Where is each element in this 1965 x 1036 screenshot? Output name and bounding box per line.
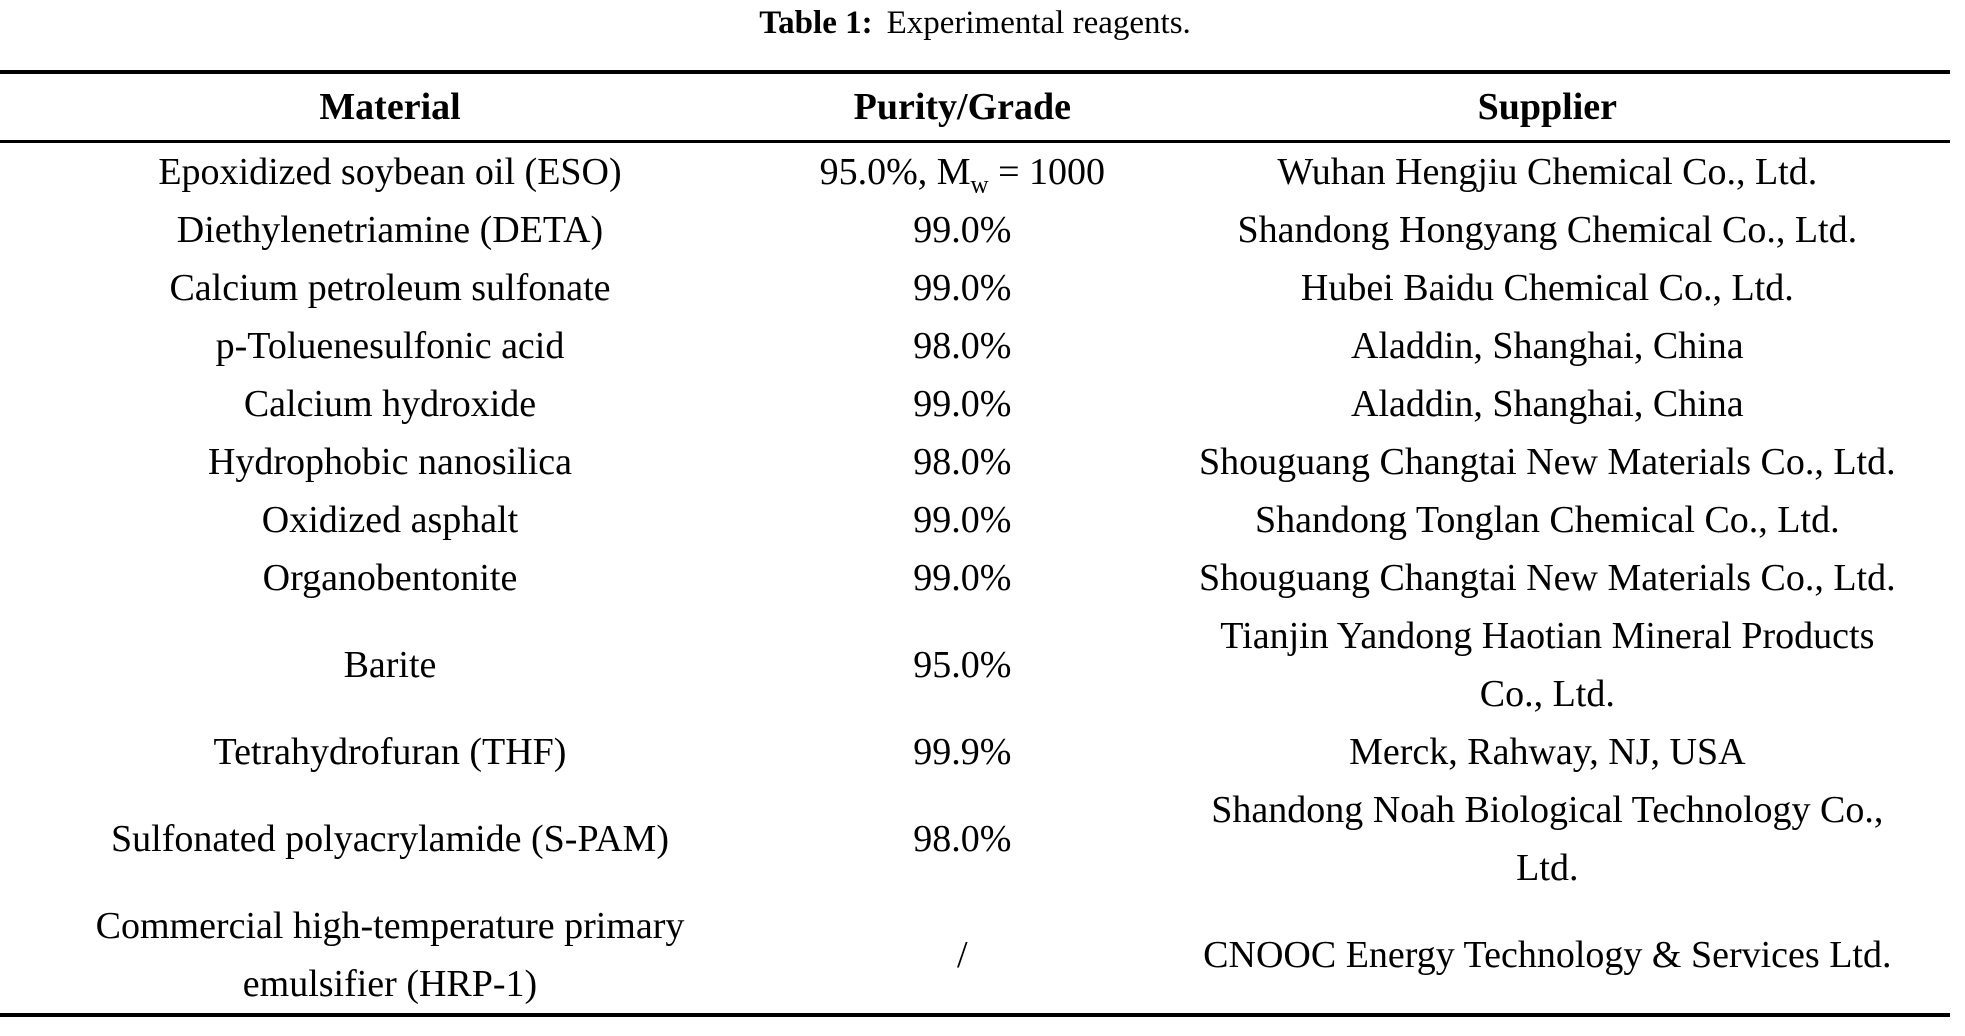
supplier-cell: Shandong Hongyang Chemical Co., Ltd. (1237, 208, 1858, 251)
purity-cell: 98.0% (913, 817, 1012, 860)
table-row: p-Toluenesulfonic acid 98.0% Aladdin, Sh… (0, 317, 1950, 375)
table-caption: Table 1: Experimental reagents. (0, 0, 1950, 44)
purity-cell: 99.0% (913, 266, 1012, 309)
supplier-cell: Shandong Noah Biological Technology Co.,… (1211, 788, 1884, 889)
material-cell: Calcium petroleum sulfonate (169, 266, 611, 309)
header-row: Material Purity/Grade Supplier (0, 72, 1950, 143)
column-header-supplier: Supplier (1144, 72, 1950, 143)
supplier-cell: Aladdin, Shanghai, China (1351, 324, 1744, 367)
supplier-cell: Hubei Baidu Chemical Co., Ltd. (1300, 266, 1794, 309)
supplier-cell: Shandong Tonglan Chemical Co., Ltd. (1255, 498, 1840, 541)
purity-cell: 99.0% (913, 498, 1012, 541)
table-row: Organobentonite 99.0% Shouguang Changtai… (0, 549, 1950, 607)
purity-cell: 98.0% (913, 440, 1012, 483)
material-cell: Calcium hydroxide (243, 382, 537, 425)
purity-cell: 98.0% (913, 324, 1012, 367)
purity-cell: 99.0% (913, 382, 1012, 425)
table-row: Epoxidized soybean oil (ESO) 95.0%, Mw =… (0, 141, 1950, 201)
table-row: Commercial high-temperature primary emul… (0, 897, 1950, 1015)
table-row: Calcium petroleum sulfonate 99.0% Hubei … (0, 259, 1950, 317)
material-cell: Tetrahydrofuran (THF) (213, 730, 567, 773)
material-cell: Sulfonated polyacrylamide (S-PAM) (111, 817, 669, 860)
purity-cell: 95.0% (913, 643, 1012, 686)
supplier-cell: Aladdin, Shanghai, China (1351, 382, 1744, 425)
table-row: Sulfonated polyacrylamide (S-PAM) 98.0% … (0, 781, 1950, 897)
material-cell: Barite (343, 643, 437, 686)
material-cell: Diethylenetriamine (DETA) (176, 208, 604, 251)
supplier-cell: CNOOC Energy Technology & Services Ltd. (1203, 933, 1892, 976)
material-cell: Epoxidized soybean oil (ESO) (158, 150, 622, 193)
column-header-purity: Purity/Grade (780, 72, 1145, 143)
material-cell: Commercial high-temperature primary emul… (95, 904, 685, 1005)
column-header-material: Material (0, 72, 780, 143)
material-cell: p-Toluenesulfonic acid (215, 324, 565, 367)
caption-label: Table 1: (759, 5, 873, 41)
subscript-w: w (970, 171, 989, 199)
supplier-cell: Shouguang Changtai New Materials Co., Lt… (1199, 556, 1896, 599)
table-row: Calcium hydroxide 99.0% Aladdin, Shangha… (0, 375, 1950, 433)
purity-cell: / (957, 933, 968, 976)
purity-cell: 99.0% (913, 208, 1012, 251)
caption-text: Experimental reagents. (886, 5, 1191, 41)
table-row: Hydrophobic nanosilica 98.0% Shouguang C… (0, 433, 1950, 491)
table-row: Barite 95.0% Tianjin Yandong Haotian Min… (0, 607, 1950, 723)
table-row: Oxidized asphalt 99.0% Shandong Tonglan … (0, 491, 1950, 549)
purity-cell: 95.0%, Mw = 1000 (780, 141, 1145, 201)
table-row: Diethylenetriamine (DETA) 99.0% Shandong… (0, 201, 1950, 259)
supplier-cell: Merck, Rahway, NJ, USA (1349, 730, 1746, 773)
material-cell: Organobentonite (262, 556, 518, 599)
purity-suffix: = 1000 (988, 150, 1106, 193)
supplier-cell: Wuhan Hengjiu Chemical Co., Ltd. (1277, 150, 1818, 193)
purity-cell: 99.9% (913, 730, 1012, 773)
material-cell: Hydrophobic nanosilica (207, 440, 573, 483)
purity-cell: 99.0% (913, 556, 1012, 599)
material-cell: Oxidized asphalt (261, 498, 519, 541)
supplier-cell: Shouguang Changtai New Materials Co., Lt… (1199, 440, 1896, 483)
table-row: Tetrahydrofuran (THF) 99.9% Merck, Rahwa… (0, 723, 1950, 781)
supplier-cell: Tianjin Yandong Haotian Mineral Products… (1220, 614, 1875, 715)
reagents-table: Material Purity/Grade Supplier Epoxidize… (0, 70, 1950, 1017)
purity-prefix: 95.0%, M (819, 150, 971, 193)
